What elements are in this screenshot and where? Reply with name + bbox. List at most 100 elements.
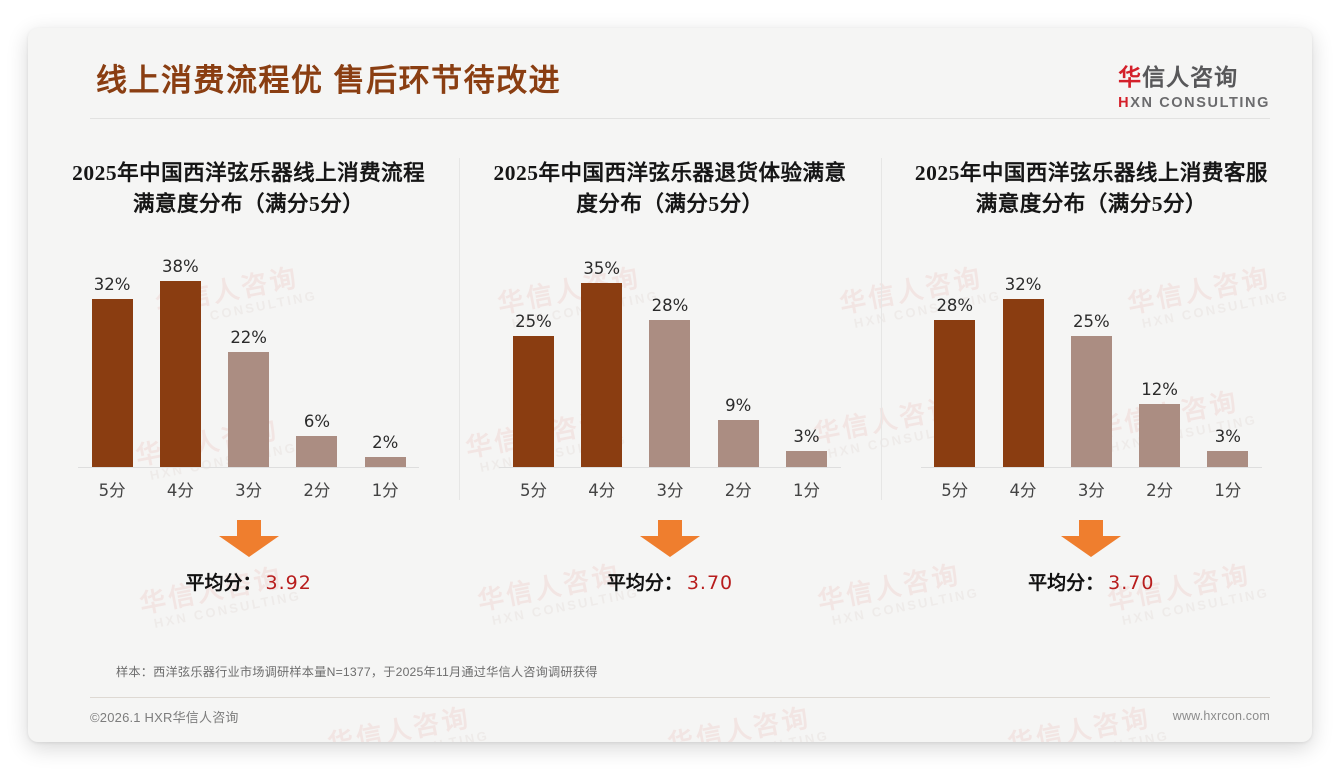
bar-slot[interactable]: 3% (772, 257, 840, 467)
bar-slot[interactable]: 32% (989, 257, 1057, 467)
logo-english-lead: H (1118, 95, 1131, 111)
bar-slot[interactable]: 3% (1194, 257, 1262, 467)
average-score-text: 平均分： 3.92 (186, 568, 312, 595)
bar-value-label: 3% (793, 427, 820, 447)
bar-value-label: 22% (230, 327, 267, 347)
average-score-value: 3.70 (1108, 572, 1155, 594)
bar-slot[interactable]: 38% (146, 257, 214, 467)
bar-value-label: 28% (651, 296, 689, 315)
chart-panel-3: 2025年中国西洋弦乐器线上消费客服满意度分布（满分5分） 28% 32% 25% 12… (880, 140, 1302, 650)
category-label: 3分 (235, 481, 263, 500)
bar[interactable] (1070, 335, 1112, 467)
bar-slot[interactable]: 28% (921, 257, 989, 467)
bar[interactable] (581, 283, 623, 467)
charts-row: 2025年中国西洋弦乐器线上消费流程满意度分布（满分5分） 32% 38% 22% 6%… (38, 140, 1302, 650)
footer-divider (90, 697, 1270, 698)
watermark-english: HXN CONSULTING (340, 727, 490, 742)
bar[interactable] (1139, 404, 1181, 467)
header-divider (90, 118, 1270, 119)
bar-value-label: 2% (372, 432, 399, 452)
chart-plot-area: 28% 32% 25% 12% 3% 5分 4分 3分 2分 1分 (920, 241, 1262, 506)
watermark-english: HXN CONSULTING (1020, 727, 1170, 742)
bar-value-label: 9% (725, 395, 752, 415)
bar-slot[interactable]: 9% (704, 257, 772, 467)
bar[interactable] (364, 456, 406, 467)
watermark-english: HXN CONSULTING (680, 727, 830, 742)
category-label: 1分 (793, 481, 821, 500)
average-score-value: 3.70 (686, 572, 734, 594)
bar[interactable] (1207, 451, 1249, 467)
bar[interactable] (1002, 299, 1044, 467)
category-label: 4分 (166, 481, 194, 500)
average-score-label: 平均分： (1028, 572, 1105, 594)
category-label: 2分 (303, 481, 331, 500)
logo-chinese-rest: 信人咨询 (1142, 64, 1239, 90)
bar[interactable] (91, 299, 133, 467)
x-axis-line (78, 467, 420, 468)
bar-value-label: 38% (162, 257, 199, 276)
x-axis-line (920, 467, 1262, 468)
bar-group: 28% 32% 25% 12% 3% (921, 257, 1262, 467)
category-label: 4分 (1009, 481, 1037, 500)
bar-value-label: 25% (1072, 311, 1110, 331)
website-url[interactable]: www.hxrcon.com (1172, 709, 1270, 723)
average-score-label: 平均分： (606, 572, 683, 594)
bar-value-label: 32% (93, 275, 131, 294)
bar-slot[interactable]: 25% (499, 257, 567, 467)
bar-value-label: 3% (1214, 427, 1241, 447)
bar-slot[interactable]: 6% (283, 257, 351, 467)
bar[interactable] (649, 320, 691, 467)
bar-slot[interactable]: 35% (568, 257, 636, 467)
bar[interactable] (228, 351, 270, 467)
category-label: 3分 (1077, 481, 1105, 500)
bar-slot[interactable]: 32% (78, 257, 146, 467)
bar-value-label: 35% (583, 259, 621, 279)
category-labels: 5分 4分 3分 2分 1分 (499, 477, 840, 501)
average-score-text: 平均分： 3.70 (607, 568, 733, 595)
bar[interactable] (159, 281, 201, 467)
copyright-text: ©2026.1 HXR华信人咨询 (90, 709, 239, 725)
down-arrow-icon (639, 520, 700, 557)
logo-english: HXN CONSULTING (1118, 95, 1270, 111)
chart-plot-area: 25% 35% 28% 9% 3% 5分 4分 3分 2分 1分 (499, 241, 841, 506)
slide-footer: ©2026.1 HXR华信人咨询 www.hxrcon.com (90, 704, 1270, 728)
logo-chinese-lead: 华 (1118, 64, 1143, 90)
logo-english-rest: XN CONSULTING (1130, 95, 1270, 111)
bar-slot[interactable]: 12% (1125, 257, 1193, 467)
category-label: 5分 (941, 481, 969, 500)
panel-divider (459, 158, 461, 500)
bar-slot[interactable]: 25% (1057, 257, 1125, 467)
average-score-text: 平均分： 3.70 (1028, 568, 1154, 595)
bar-group: 25% 35% 28% 9% 3% (499, 257, 840, 467)
category-label: 4分 (588, 481, 616, 500)
category-label: 5分 (519, 481, 547, 500)
chart-title: 2025年中国西洋弦乐器线上消费客服满意度分布（满分5分） (914, 161, 1268, 216)
average-block: 平均分： 3.92 (50, 520, 447, 595)
bar-group: 32% 38% 22% 6% 2% (78, 257, 419, 467)
bar[interactable] (717, 419, 759, 467)
category-label: 2分 (1146, 481, 1174, 500)
x-axis-line (499, 467, 841, 468)
bar[interactable] (934, 320, 976, 467)
chart-title: 2025年中国西洋弦乐器线上消费流程满意度分布（满分5分） (72, 161, 426, 216)
chart-plot-area: 32% 38% 22% 6% 2% 5分 4分 3分 2分 1分 (78, 241, 420, 506)
average-block: 平均分： 3.70 (893, 520, 1290, 595)
bar-value-label: 32% (1004, 275, 1042, 294)
bar-slot[interactable]: 2% (351, 257, 419, 467)
bar-value-label: 6% (303, 411, 331, 431)
bar[interactable] (512, 335, 554, 467)
chart-panel-2: 2025年中国西洋弦乐器退货体验满意度分布（满分5分） 25% 35% 28% 9% 3%… (459, 140, 880, 650)
bar-slot[interactable]: 22% (215, 257, 283, 467)
bar-value-label: 12% (1141, 380, 1178, 399)
average-block: 平均分： 3.70 (471, 520, 868, 595)
chart-title: 2025年中国西洋弦乐器退货体验满意度分布（满分5分） (493, 161, 847, 216)
brand-logo: 华信人咨询 HXN CONSULTING (1118, 58, 1270, 111)
category-labels: 5分 4分 3分 2分 1分 (921, 477, 1262, 501)
bar-slot[interactable]: 28% (636, 257, 704, 467)
panel-divider (880, 158, 882, 500)
category-labels: 5分 4分 3分 2分 1分 (78, 477, 419, 501)
bar[interactable] (786, 451, 828, 467)
bar[interactable] (296, 435, 338, 467)
slide-header: 线上消费流程优 售后环节待改进 华信人咨询 HXN CONSULTING (28, 28, 1312, 118)
bar-value-label: 28% (936, 296, 974, 315)
